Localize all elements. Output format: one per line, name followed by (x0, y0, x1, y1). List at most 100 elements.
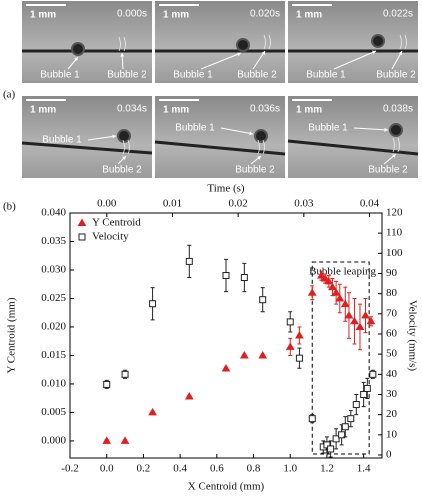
marker (102, 436, 112, 444)
marker (361, 311, 370, 319)
marker (149, 300, 157, 308)
marker (341, 423, 349, 431)
photo (155, 1, 285, 83)
bubble-trace (122, 139, 130, 155)
arrow (220, 127, 254, 135)
bubble-trace (263, 34, 271, 50)
bubble-trace (118, 36, 126, 52)
bubble-label: Bubble 2 (376, 70, 416, 81)
y-tick-label: 0.015 (41, 349, 66, 361)
bubble-trace (392, 137, 400, 153)
photo-panel: 1 mm 0.000s Bubble 1 Bubble 2 (22, 1, 152, 83)
marker (239, 350, 249, 359)
y2-tick-label: 30 (386, 388, 398, 400)
y2-tick-label: 110 (386, 227, 403, 239)
arrow (353, 127, 389, 131)
arrow-head (392, 154, 396, 158)
y2-tick-label: 70 (386, 307, 398, 319)
photo-panel: 1 mm 0.038s Bubble 1 Bubble 2 (287, 96, 419, 178)
photo-panel: 1 mm 0.036s Bubble 1 Bubble 2 (154, 96, 286, 178)
legend-marker (78, 233, 86, 241)
bubble-label: Bubble 1 (306, 70, 346, 81)
marker (369, 370, 377, 378)
chart: -0.2 0.0 0.2 0.4 0.6 0.8 1.0 1.2 1.4 0.00 0.01 0.02… (6, 183, 419, 493)
marker (352, 401, 360, 409)
photo (22, 1, 152, 83)
bubble-label: Bubble 1 (42, 135, 82, 146)
arrow (333, 50, 377, 70)
bubble (389, 123, 403, 137)
marker (222, 272, 230, 280)
bubble-label: Bubble 2 (107, 70, 147, 81)
y-tick-label: 0.000 (41, 434, 66, 446)
marker (332, 435, 340, 443)
photo-panel: 1 mm 0.020s Bubble 1 Bubble 2 (155, 1, 285, 83)
time-label: 0.020s (250, 9, 280, 20)
plot-frame (69, 212, 383, 459)
y2-tick-label: 60 (386, 328, 398, 340)
marker (350, 316, 359, 325)
photo (288, 96, 418, 178)
marker (340, 299, 350, 308)
y2-tick-label: 80 (386, 287, 398, 299)
y2-tick-label: 40 (386, 368, 398, 380)
marker (347, 415, 355, 423)
marker (258, 350, 268, 359)
time-label: 0.022s (383, 9, 413, 20)
x-tick-label: 1.4 (357, 463, 371, 475)
marker (259, 296, 267, 304)
arrow-head (249, 131, 253, 136)
y-axis-title: Y Centroid (mm) (6, 297, 18, 373)
panel-label: (a) (3, 89, 16, 101)
arrow (87, 135, 117, 141)
marker (121, 370, 129, 378)
y2-tick-label: 90 (386, 267, 398, 279)
scale-bar-label: 1 mm (30, 10, 56, 21)
x-axis-title: X Centroid (mm) (188, 481, 265, 493)
marker (221, 364, 231, 372)
marker (308, 415, 316, 423)
x-tick-label: 1.2 (320, 463, 334, 475)
scale-bar-label: 1 mm (296, 10, 322, 21)
marker (335, 293, 345, 302)
marker (185, 257, 193, 265)
photo-panel: 1 mm 0.022s Bubble 1 Bubble 2 (288, 1, 418, 83)
arrow-head (122, 156, 126, 160)
bubble-label: Bubble 2 (368, 165, 408, 176)
time-label: 0.036s (250, 104, 280, 115)
marker (307, 288, 317, 296)
x2-tick-label: 0.02 (229, 198, 248, 210)
bubble (236, 38, 250, 52)
scale-bar-label: 1 mm (163, 105, 189, 116)
arrow-head (74, 57, 78, 61)
marker (327, 445, 335, 453)
marker (366, 316, 376, 325)
marker (285, 342, 295, 350)
y-tick-label: 0.030 (41, 264, 66, 276)
marker (184, 391, 194, 400)
time-label: 0.000s (117, 9, 147, 20)
y2-axis-title: Velocity (mm/s) (406, 300, 418, 372)
arrow (252, 50, 266, 70)
marker (344, 311, 354, 319)
y2-tick-label: 0 (386, 449, 392, 461)
bubble-label: Bubble 2 (237, 70, 277, 81)
y2-tick-label: 50 (386, 348, 398, 360)
arrow-head (237, 52, 241, 57)
marker (317, 271, 326, 279)
scale-bar-label: 1 mm (296, 105, 322, 116)
bubble (254, 129, 268, 143)
wire (287, 139, 419, 156)
wire (154, 140, 286, 156)
marker (328, 282, 337, 291)
y2-tick-label: 10 (386, 428, 398, 440)
bubble-label: Bubble 1 (173, 70, 213, 81)
arrow-head (112, 134, 116, 139)
marker (324, 276, 334, 285)
annotation: Bubble leaping (309, 266, 376, 278)
x2-tick-label: 0.04 (360, 198, 380, 210)
y-tick-label: 0.025 (41, 292, 66, 304)
x-tick-label: 1.0 (283, 463, 297, 475)
panel-label: (b) (3, 201, 16, 213)
